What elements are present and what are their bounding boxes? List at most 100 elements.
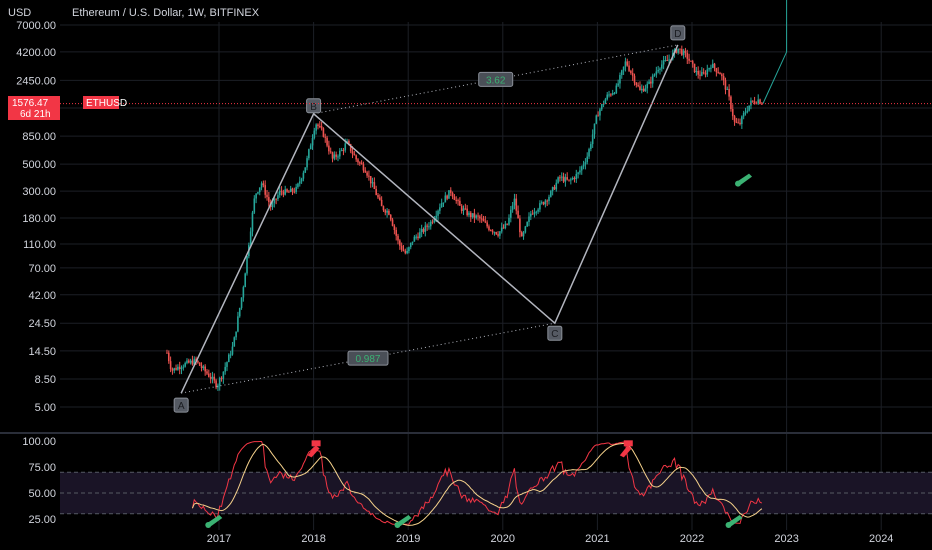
candle-body xyxy=(366,172,368,176)
candle-body xyxy=(437,210,439,216)
candle-body xyxy=(351,151,354,154)
candle-body xyxy=(544,200,547,205)
candle-body xyxy=(713,63,716,69)
rsi-tick-label: 100.00 xyxy=(22,436,56,448)
signal-markers xyxy=(205,173,753,528)
time-tick-label: 2022 xyxy=(680,533,704,545)
candle-body xyxy=(431,221,434,223)
pattern-point-box xyxy=(173,397,189,413)
candle-body xyxy=(308,149,310,159)
candle-body xyxy=(688,58,690,61)
candle-body xyxy=(228,354,230,363)
candle-body xyxy=(644,88,647,92)
candle-body xyxy=(268,197,270,203)
candle-body xyxy=(451,192,454,197)
buy-signal-dot xyxy=(725,522,732,528)
candle-body xyxy=(493,232,496,234)
candle-body xyxy=(209,376,212,379)
rsi-ma-line xyxy=(191,442,763,526)
rsi-pane xyxy=(60,440,932,526)
candle-body xyxy=(466,208,468,216)
candle-body xyxy=(675,49,678,53)
candle-body xyxy=(344,143,347,151)
candle-body xyxy=(415,236,418,238)
projection-line xyxy=(762,0,788,104)
price-tick-label: 5.00 xyxy=(35,402,56,414)
candle-body xyxy=(424,225,427,232)
candle-body xyxy=(650,81,652,84)
candle-body xyxy=(429,221,432,227)
candle-body xyxy=(744,112,747,114)
last-price-tag[interactable]: 1576.47 6d 21h ETHUSD xyxy=(8,96,127,120)
candle-body xyxy=(280,190,283,192)
time-axis[interactable]: 2017 2018 2019 2020 2021 2022 2023 2024 xyxy=(207,533,894,545)
candle-body xyxy=(555,182,558,190)
candle-body xyxy=(184,363,186,367)
candle-body xyxy=(313,130,316,139)
candle-body xyxy=(535,211,538,213)
candle-body xyxy=(468,212,470,216)
buy-signal-dot xyxy=(394,522,401,528)
time-tick-label: 2017 xyxy=(207,533,231,545)
candle-body xyxy=(582,164,585,167)
candle-body xyxy=(262,183,265,186)
candle-body xyxy=(353,153,356,156)
candle-body xyxy=(586,156,589,163)
candle-body xyxy=(448,190,450,199)
candle-body xyxy=(655,71,658,75)
candle-body xyxy=(633,75,636,83)
candle-body xyxy=(748,105,750,111)
symbol-title[interactable]: Ethereum / U.S. Dollar, 1W, BITFINEX xyxy=(72,7,260,19)
candle-body xyxy=(721,74,723,77)
candle-body xyxy=(695,70,698,73)
candle-body xyxy=(551,187,554,192)
candle-body xyxy=(679,48,681,50)
candle-body xyxy=(322,128,325,137)
candle-body xyxy=(311,138,314,146)
candle-body xyxy=(333,154,336,159)
candle-body xyxy=(520,232,523,237)
candle-body xyxy=(686,52,689,59)
candle-body xyxy=(435,215,438,219)
price-tick-label: 110.00 xyxy=(23,239,56,251)
candle-body xyxy=(513,198,516,206)
candle-body xyxy=(297,183,299,187)
candle-body xyxy=(320,126,323,129)
candle-body xyxy=(453,196,456,200)
candle-body xyxy=(295,186,297,192)
grid-layer xyxy=(60,22,932,530)
candle-body xyxy=(491,230,494,233)
candle-body xyxy=(440,203,443,208)
candle-body xyxy=(315,124,317,131)
candle-body xyxy=(759,99,761,104)
candle-body xyxy=(171,369,174,371)
candle-body xyxy=(626,61,629,66)
candle-body xyxy=(433,218,436,223)
candle-body xyxy=(635,82,638,86)
candle-body xyxy=(750,100,752,106)
candle-body xyxy=(213,376,216,381)
candle-body xyxy=(595,115,598,124)
candle-body xyxy=(364,170,367,173)
candle-body xyxy=(631,73,634,76)
candle-body xyxy=(340,149,343,151)
candle-body xyxy=(226,362,228,367)
candle-body xyxy=(511,205,514,210)
candle-body xyxy=(648,81,650,84)
candle-body xyxy=(690,60,692,62)
candle-body xyxy=(457,200,459,202)
candle-body xyxy=(702,72,705,74)
candle-body xyxy=(746,110,749,113)
candle-body xyxy=(659,68,661,70)
candle-body xyxy=(486,222,488,227)
candle-body xyxy=(590,144,592,150)
price-tick-label: 850.00 xyxy=(22,131,56,143)
rsi-axis[interactable]: 100.00 75.00 50.00 25.00 xyxy=(22,436,56,526)
candle-body xyxy=(653,74,656,76)
candle-body xyxy=(699,74,701,76)
candle-body xyxy=(300,178,303,182)
candle-body xyxy=(719,72,721,75)
candle-body xyxy=(202,366,205,369)
candle-body xyxy=(615,85,618,94)
candle-body xyxy=(404,250,407,254)
